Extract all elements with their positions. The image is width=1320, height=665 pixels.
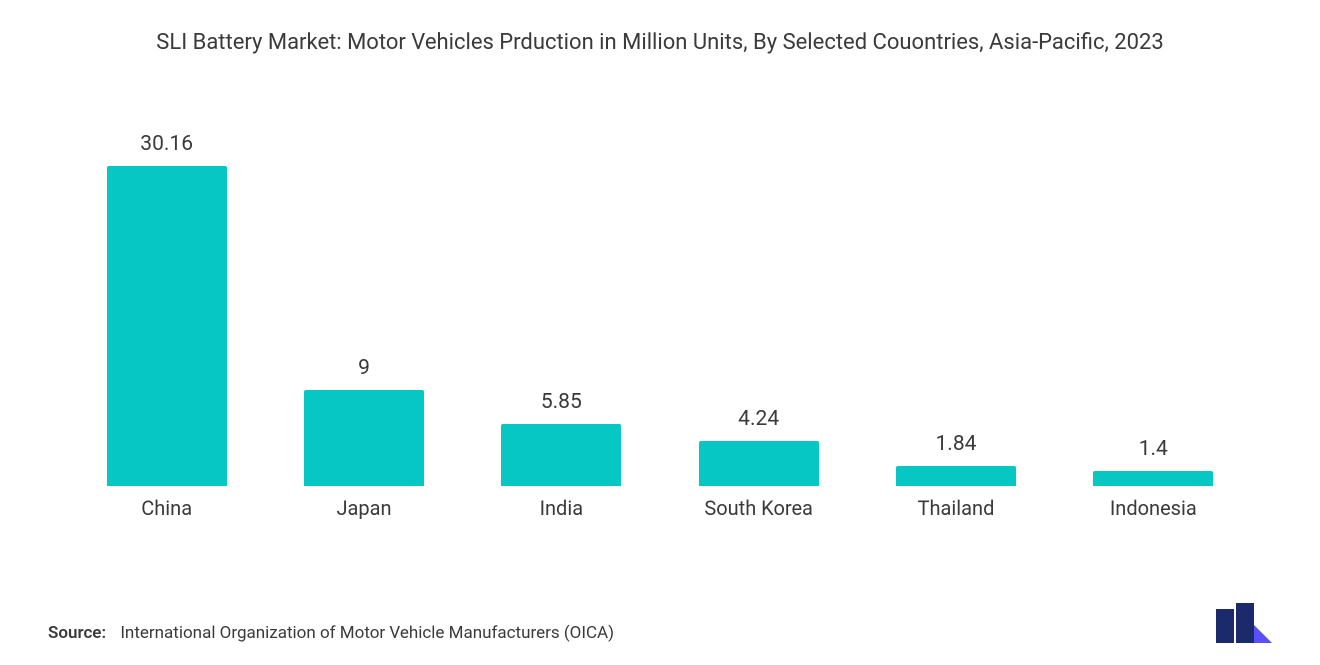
bar-column: 5.85 India — [463, 90, 660, 520]
bar — [304, 390, 424, 485]
logo-triangle — [1254, 625, 1272, 643]
bar-value-label: 9 — [358, 356, 370, 380]
logo-bar-1 — [1216, 609, 1234, 643]
bar — [896, 466, 1016, 486]
bar-value-label: 4.24 — [738, 407, 779, 431]
bar-column: 1.84 Thailand — [857, 90, 1054, 520]
source-label: Source: — [48, 623, 106, 643]
bar — [107, 166, 227, 486]
bar-column: 4.24 South Korea — [660, 90, 857, 520]
chart-title: SLI Battery Market: Motor Vehicles Prduc… — [135, 28, 1185, 58]
chart-container: SLI Battery Market: Motor Vehicles Prduc… — [0, 0, 1320, 665]
bar-category-label: South Korea — [704, 496, 813, 520]
logo-bar-2 — [1236, 603, 1254, 643]
bar-column: 1.4 Indonesia — [1055, 90, 1252, 520]
bar-category-label: China — [141, 496, 192, 520]
bar — [1093, 471, 1213, 486]
bar-chart: 30.16 China 9 Japan 5.85 India 4.24 South Korea… — [48, 90, 1272, 520]
bar-column: 9 Japan — [265, 90, 462, 520]
bar — [501, 424, 621, 486]
brand-logo — [1216, 603, 1272, 643]
bar-category-label: Thailand — [918, 496, 995, 520]
footer: Source: International Organization of Mo… — [48, 603, 1272, 643]
bar-value-label: 30.16 — [140, 132, 193, 156]
bar-category-label: India — [540, 496, 584, 520]
source-text: International Organization of Motor Vehi… — [120, 623, 614, 643]
bar-category-label: Indonesia — [1110, 496, 1197, 520]
bar-value-label: 5.85 — [541, 390, 582, 414]
bar-column: 30.16 China — [68, 90, 265, 520]
bar-value-label: 1.4 — [1139, 437, 1168, 461]
bar — [699, 441, 819, 486]
bar-value-label: 1.84 — [936, 432, 977, 456]
bar-category-label: Japan — [336, 496, 391, 520]
source-line: Source: International Organization of Mo… — [48, 623, 614, 643]
